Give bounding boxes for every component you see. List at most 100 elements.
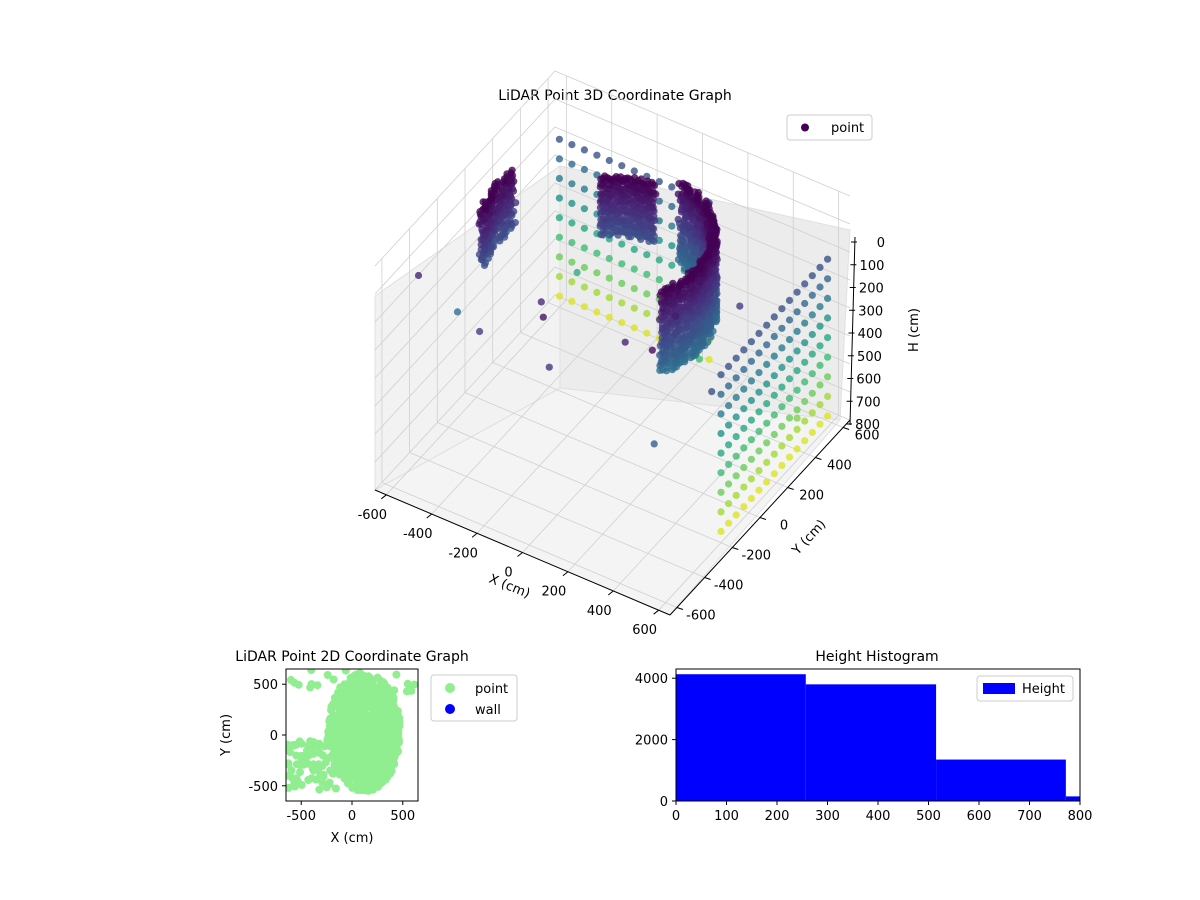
point-3d [778, 422, 786, 430]
point-2d [386, 726, 395, 735]
point-3d [816, 303, 824, 311]
point-2d [289, 741, 298, 750]
point-3d [414, 271, 423, 280]
point-2d [372, 778, 381, 787]
grid-line-y-floor [547, 302, 844, 428]
point-3d [801, 378, 809, 386]
y-tick-label-3d: 0 [780, 519, 788, 534]
grid-line-y-floor [492, 362, 788, 488]
point-3d [643, 270, 651, 278]
point-3d [778, 324, 786, 332]
point-3d [755, 349, 763, 357]
point-3d [580, 165, 589, 174]
point-3d [545, 363, 553, 371]
point-2d [296, 768, 304, 777]
point-3d [568, 160, 576, 168]
histogram-bar [1065, 796, 1080, 801]
point-2d [333, 692, 342, 701]
point-3d [580, 185, 589, 193]
point-2d [361, 701, 370, 710]
point-2d [339, 701, 348, 710]
point-3d [770, 332, 778, 341]
point-3d [816, 361, 824, 369]
y-tick-3d [704, 577, 711, 580]
point-3d [477, 241, 485, 249]
x-tick-3d [562, 571, 569, 577]
point-2d [365, 750, 374, 759]
legend-3d-marker [801, 123, 809, 132]
point-3d [555, 292, 564, 300]
point-3d [763, 360, 771, 368]
point-3d [717, 488, 725, 496]
point-3d [755, 329, 763, 337]
point-2d [323, 671, 332, 679]
point-3d [785, 394, 794, 402]
point-3d [621, 338, 629, 346]
point-3d [497, 232, 505, 240]
point-3d [732, 374, 740, 382]
point-3d [725, 362, 733, 370]
point-3d [668, 202, 676, 211]
point-3d [801, 319, 809, 327]
point-2d [394, 731, 403, 740]
y-tick-3d [815, 457, 822, 460]
ticks-histogram: 0 100 200 300 400 500 600 700 800 0 2000 4000 [635, 672, 1093, 824]
point-2d [301, 759, 310, 767]
point-2d [353, 739, 362, 748]
point-3d [801, 299, 809, 308]
legend-3d-frame [786, 114, 873, 141]
legend-2d: point wall [430, 674, 518, 722]
point-3d [785, 375, 794, 383]
point-3d [655, 197, 663, 205]
legend-2d-label-point: point [475, 682, 508, 697]
grid-line-z [374, 210, 851, 407]
point-3d [732, 393, 740, 401]
point-2d [348, 706, 357, 714]
point-2d [342, 718, 351, 727]
x-tick-3d [426, 513, 433, 519]
point-2d [377, 701, 386, 710]
point-3d [732, 433, 740, 441]
x-tick-label-3d: 600 [632, 623, 657, 638]
y-tick-3d [787, 487, 794, 490]
point-3d [785, 414, 794, 422]
legend-2d-marker-point [445, 683, 455, 693]
point-3d [493, 186, 501, 194]
point-3d [555, 135, 564, 143]
y-tick-label-2d: 500 [253, 678, 278, 693]
grid-line-y-floor [409, 452, 705, 578]
point-3d [717, 508, 725, 516]
point-3d [793, 414, 801, 422]
point-2d [352, 672, 360, 681]
point-3d [732, 413, 740, 421]
point-2d [323, 736, 332, 745]
point-3d [555, 155, 564, 163]
point-2d [388, 712, 397, 721]
point-3d [740, 346, 748, 354]
point-3d [568, 141, 576, 149]
point-3d [793, 288, 801, 296]
point-2d [350, 769, 358, 778]
point-3d [568, 199, 576, 207]
point-3d [778, 403, 786, 411]
x-tick-label-2d: 0 [348, 809, 356, 824]
grid-line-z [374, 154, 851, 351]
chart-2d-title: LiDAR Point 2D Coordinate Graph [235, 649, 468, 665]
point-3d [816, 401, 824, 409]
point-3d [717, 410, 725, 418]
point-3d [801, 280, 809, 288]
point-3d [740, 503, 748, 511]
histogram-bar [936, 759, 1066, 801]
point-3d [755, 369, 763, 377]
point-2d [369, 706, 377, 715]
point-3d [755, 388, 763, 396]
point-2d [331, 744, 340, 753]
point-3d [539, 313, 547, 321]
point-3d [705, 356, 713, 364]
point-3d [725, 382, 733, 390]
point-3d [717, 449, 725, 457]
point-2d [286, 675, 295, 684]
point-3d [580, 224, 589, 232]
x-axis-label-2d: X (cm) [331, 831, 374, 846]
point-3d [793, 308, 801, 316]
